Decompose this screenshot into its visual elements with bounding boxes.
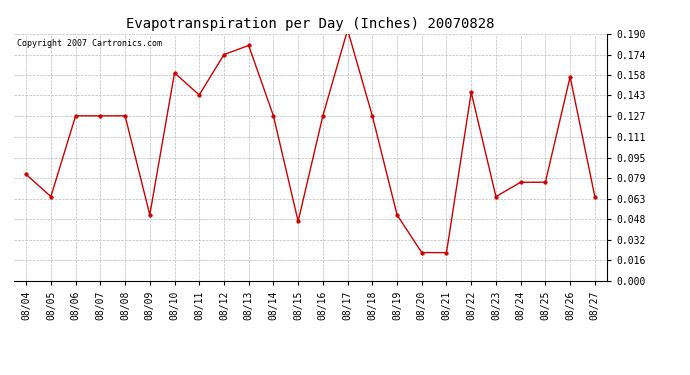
Text: Copyright 2007 Cartronics.com: Copyright 2007 Cartronics.com (17, 39, 161, 48)
Title: Evapotranspiration per Day (Inches) 20070828: Evapotranspiration per Day (Inches) 2007… (126, 17, 495, 31)
